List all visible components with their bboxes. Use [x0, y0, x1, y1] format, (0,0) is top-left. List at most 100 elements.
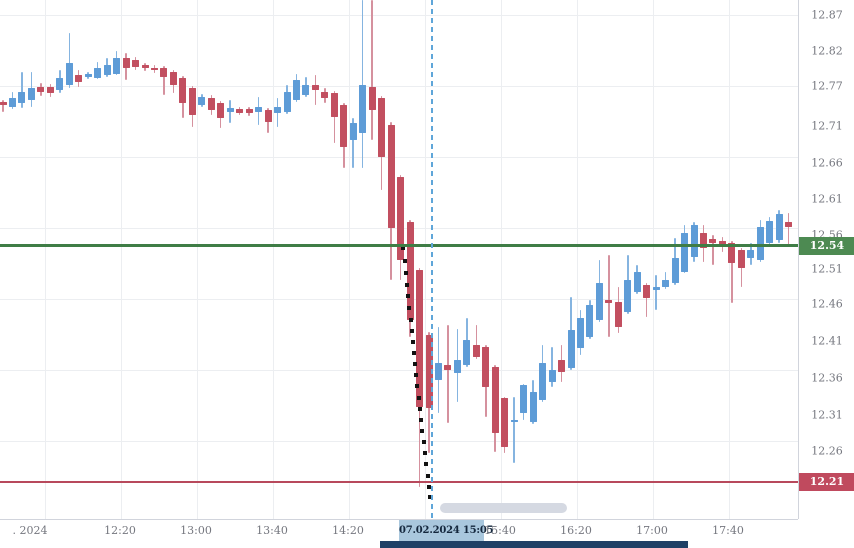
candle-wick — [163, 66, 165, 96]
time-tick-label: 13:40 — [256, 524, 288, 537]
candle-body — [56, 78, 64, 91]
candle-body — [775, 214, 783, 240]
candle-body — [482, 346, 490, 388]
time-tick-label: 17:00 — [636, 524, 668, 537]
candle-wick — [551, 346, 553, 388]
grid-hline — [0, 370, 798, 371]
grid-vline — [501, 0, 502, 519]
annotation-dot — [427, 485, 431, 489]
candle-body — [46, 87, 54, 93]
annotation-dot — [417, 396, 421, 400]
candle-wick — [475, 324, 478, 359]
candle-body — [785, 222, 793, 228]
candle-body — [75, 75, 83, 83]
candle-body — [18, 92, 26, 103]
annotation-dot — [418, 407, 422, 411]
candle-wick — [352, 117, 354, 169]
level-line-green[interactable] — [0, 244, 798, 247]
time-axis[interactable]: 07.02.2024 15:05 . 2024 12:20 13:00 13:40 14… — [0, 519, 798, 542]
candle-body — [539, 363, 547, 401]
candle-body — [662, 280, 670, 288]
candle-wick — [2, 100, 4, 113]
candle-body — [633, 271, 641, 293]
chart-plot-area[interactable] — [0, 0, 798, 519]
candle-body — [65, 63, 73, 86]
candle-body — [132, 59, 139, 68]
candle-body — [406, 222, 414, 320]
level-line-red[interactable] — [0, 480, 798, 483]
candle-body — [501, 397, 509, 447]
candle-body — [463, 339, 471, 366]
crosshair-time-label: 07.02.2024 15:05 — [399, 520, 494, 542]
candle-wick — [608, 254, 610, 337]
candle-wick — [655, 275, 657, 310]
annotation-dot — [412, 351, 416, 355]
candle-body — [671, 258, 679, 283]
candle-body — [472, 344, 480, 357]
time-marker-line — [431, 0, 433, 519]
candle-body — [27, 88, 35, 101]
annotation-dot — [405, 283, 409, 287]
candle-body — [113, 57, 121, 74]
candle-body — [207, 98, 215, 111]
price-tick-label: 12.87 — [811, 8, 843, 22]
candle-body — [643, 285, 651, 298]
candle-body — [605, 300, 613, 303]
annotation-dot — [428, 495, 432, 499]
candle-body — [321, 92, 329, 98]
candle-body — [84, 73, 92, 77]
price-tick-label: 12.66 — [811, 156, 843, 169]
candle-body — [9, 98, 16, 108]
candle-body — [368, 87, 376, 110]
time-tick-label: 12:20 — [104, 524, 136, 537]
annotation-dot — [401, 246, 405, 250]
annotation-dot — [403, 259, 407, 263]
candle-body — [349, 122, 357, 140]
candle-body — [558, 360, 565, 372]
candle-body — [37, 87, 45, 93]
grid-hline — [0, 157, 798, 158]
candle-body — [302, 85, 310, 96]
candle-body — [756, 227, 764, 261]
candle-body — [425, 334, 433, 408]
price-tick-label: 12.61 — [811, 192, 843, 206]
price-tick-label: 12.31 — [811, 408, 843, 422]
candle-body — [728, 243, 736, 264]
candle-body — [169, 71, 177, 86]
annotation-dot — [409, 318, 413, 322]
candle-body — [520, 385, 528, 413]
candle-wick — [361, 0, 364, 169]
price-badge-green: 12.54 — [799, 236, 854, 255]
annotation-dot — [410, 329, 414, 333]
candle-body — [94, 68, 102, 79]
price-tick-label: 12.36 — [811, 371, 843, 385]
annotation-dot — [407, 306, 411, 310]
candle-body — [510, 419, 518, 422]
candle-body — [160, 68, 168, 77]
price-badge-red: 12.21 — [799, 472, 854, 491]
horizontal-scrollbar[interactable] — [440, 503, 567, 513]
grid-vline — [349, 0, 350, 519]
candle-body — [434, 363, 442, 381]
annotation-dot — [415, 384, 419, 388]
candle-wick — [645, 283, 648, 317]
annotation-dot — [406, 294, 410, 298]
annotation-dot — [424, 462, 428, 466]
candle-body — [226, 107, 234, 113]
candle-body — [576, 317, 584, 349]
candle-body — [0, 102, 7, 105]
candle-body — [652, 287, 660, 291]
candle-body — [444, 365, 452, 371]
candle-body — [255, 107, 263, 113]
price-axis[interactable]: 12.87 12.82 12.77 12.71 12.66 12.61 12.56 12.51… — [798, 0, 854, 519]
candle-body — [397, 177, 405, 261]
annotation-dot — [413, 362, 417, 366]
price-tick-label: 12.82 — [811, 44, 843, 57]
candle-body — [586, 305, 594, 337]
candle-wick — [314, 75, 317, 106]
candle-body — [614, 302, 622, 327]
annotation-dot — [426, 474, 430, 478]
annotation-dot — [422, 440, 426, 444]
grid-hline — [0, 15, 798, 16]
grid-vline — [121, 0, 122, 519]
